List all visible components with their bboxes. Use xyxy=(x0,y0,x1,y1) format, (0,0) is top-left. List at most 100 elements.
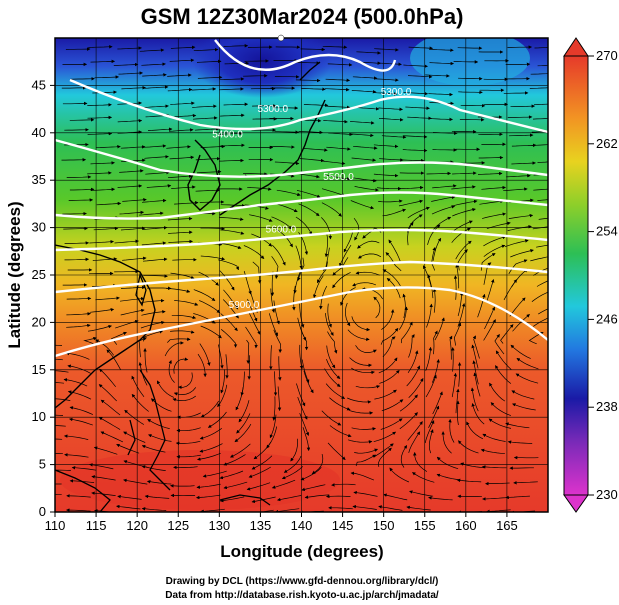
coastline-japan xyxy=(219,61,326,216)
streamline xyxy=(380,418,403,430)
streamline xyxy=(433,330,438,355)
streamline xyxy=(272,396,276,421)
streamline xyxy=(483,244,506,257)
streamline xyxy=(219,158,244,163)
streamline xyxy=(428,92,453,97)
streamline xyxy=(193,313,216,324)
figure-title: GSM 12Z30Mar2024 (500.0hPa) xyxy=(141,4,464,29)
streamline xyxy=(483,262,492,285)
streamline xyxy=(296,383,306,407)
streamline xyxy=(93,226,119,231)
streamline xyxy=(113,62,139,67)
contour-line-5400 xyxy=(69,78,548,134)
streamline xyxy=(495,350,512,370)
x-tick-label: 165 xyxy=(496,518,518,533)
streamline xyxy=(199,343,211,366)
streamline xyxy=(343,229,353,253)
streamline xyxy=(317,261,328,284)
streamline xyxy=(248,312,261,335)
streamline xyxy=(273,329,282,353)
streamline xyxy=(453,199,478,207)
streamline xyxy=(351,316,371,332)
x-tick-label: 110 xyxy=(45,518,66,533)
streamline xyxy=(118,71,144,75)
streamline xyxy=(69,187,95,192)
streamline xyxy=(271,479,296,489)
streamline xyxy=(531,144,548,146)
streamline xyxy=(87,103,112,107)
streamline xyxy=(303,370,314,394)
streamline xyxy=(382,208,407,217)
streamline xyxy=(529,87,548,89)
streamline xyxy=(251,496,276,504)
streamline xyxy=(293,269,302,294)
y-tick-label: 0 xyxy=(39,504,46,519)
streamline xyxy=(170,101,195,105)
streamline xyxy=(96,144,121,149)
streamlines xyxy=(55,44,548,512)
streamline xyxy=(90,59,116,64)
streamline xyxy=(131,393,149,412)
streamline xyxy=(66,494,91,498)
streamline xyxy=(64,453,89,458)
streamline xyxy=(220,329,238,348)
colorbar-tick-label: 254 xyxy=(596,224,618,239)
streamline xyxy=(94,75,120,79)
streamline xyxy=(106,349,121,370)
contour-line-5600 xyxy=(55,191,548,220)
streamline xyxy=(141,465,166,471)
streamline xyxy=(348,409,374,415)
streamline xyxy=(427,274,434,299)
streamline xyxy=(96,201,122,206)
streamline xyxy=(219,470,244,480)
streamline xyxy=(473,372,481,397)
streamline xyxy=(167,87,193,92)
streamline xyxy=(358,253,382,259)
streamline xyxy=(378,357,398,374)
x-tick-label: 145 xyxy=(332,518,354,533)
contour-line-5700 xyxy=(55,228,548,252)
x-tick-label: 130 xyxy=(208,518,230,533)
cold-core xyxy=(192,38,332,98)
streamline xyxy=(412,472,435,483)
streamline xyxy=(402,293,406,318)
streamline xyxy=(413,451,428,472)
streamline xyxy=(512,403,536,411)
streamline xyxy=(298,130,323,135)
streamline xyxy=(321,410,342,426)
streamline xyxy=(169,58,195,62)
streamline xyxy=(486,279,495,303)
streamline xyxy=(299,158,325,163)
streamline xyxy=(300,47,326,52)
streamline xyxy=(139,211,164,216)
streamline xyxy=(253,441,272,460)
streamline xyxy=(219,270,235,291)
streamline xyxy=(481,185,506,190)
streamline xyxy=(199,443,223,453)
coastline-korea xyxy=(187,139,221,211)
streamline xyxy=(220,229,245,235)
streamline xyxy=(429,61,455,66)
streamline xyxy=(139,48,165,52)
streamline xyxy=(356,51,381,55)
streamline xyxy=(140,320,165,329)
streamline xyxy=(192,104,217,108)
streamline xyxy=(424,420,435,444)
streamline xyxy=(225,354,229,379)
streamline xyxy=(176,454,201,459)
streamline xyxy=(223,289,239,310)
streamline xyxy=(171,185,196,189)
streamline xyxy=(67,364,91,374)
streamline xyxy=(249,289,258,313)
streamline xyxy=(141,444,166,453)
streamline xyxy=(223,454,246,466)
streamline xyxy=(55,493,62,495)
streamline xyxy=(247,298,258,322)
streamline xyxy=(144,154,169,159)
streamline xyxy=(273,371,278,396)
streamline xyxy=(217,384,228,408)
streamline xyxy=(403,64,428,68)
streamline xyxy=(470,387,479,412)
y-tick-label: 10 xyxy=(32,409,46,424)
contour-line-5300 xyxy=(214,39,397,72)
